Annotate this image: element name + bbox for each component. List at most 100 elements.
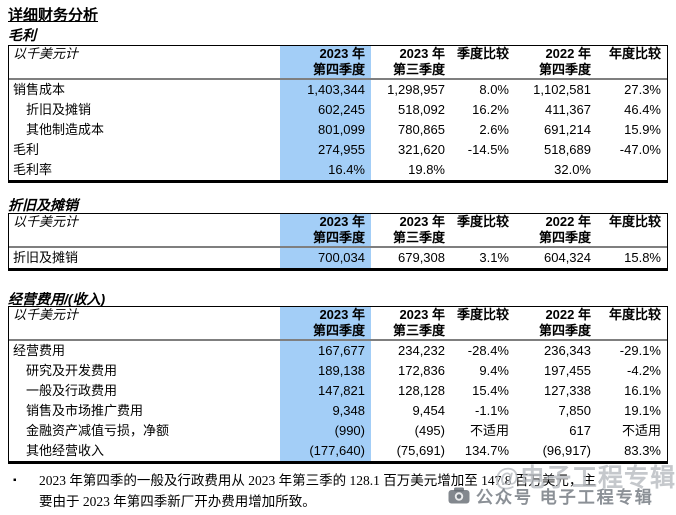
cell-value: 236,343 <box>544 343 591 358</box>
cell-value: 604,324 <box>544 250 591 265</box>
column-header: 年度比较 <box>608 307 661 322</box>
cell-value: 128,128 <box>398 383 445 398</box>
cell-value: 518,689 <box>544 142 591 157</box>
cell-value: 8.0% <box>479 82 509 97</box>
cell-value: 189,138 <box>280 361 371 381</box>
cell-value: 602,245 <box>280 100 371 120</box>
cell-value: 234,232 <box>398 343 445 358</box>
table-header-row: 以千美元计 2023 年 第四季度 2023 年 第三季度 季度比较 2022 年 第四… <box>9 46 667 80</box>
cell-value: 134.7% <box>464 443 509 458</box>
footnote-line: 2023 年第四季的一般及行政费用从 2023 年第三季的 128.1 百万美元… <box>39 473 596 488</box>
cell-value: 9,454 <box>412 403 445 418</box>
footnote-text: 2023 年第四季的一般及行政费用从 2023 年第三季的 128.1 百万美元… <box>39 470 596 512</box>
table-row: 一般及行政费用 147,821 128,128 15.4% 127,338 16.1% <box>9 381 667 401</box>
cell-value: 9.4% <box>479 363 509 378</box>
cell-value: 700,034 <box>280 248 371 268</box>
row-label: 销售成本 <box>13 82 66 97</box>
cell-value: 32.0% <box>554 162 591 177</box>
cell-value: 46.4% <box>624 102 661 117</box>
section-title-gross-margin: 毛利 <box>8 27 36 43</box>
cell-value: 16.4% <box>280 160 371 180</box>
column-header: 2023 年 第三季度 <box>392 46 445 77</box>
row-label: 折旧及摊销 <box>13 250 79 265</box>
cell-value: 274,955 <box>280 140 371 160</box>
cell-value: -14.5% <box>467 142 509 157</box>
cell-value: 19.1% <box>624 403 661 418</box>
cell-value: 15.9% <box>624 122 661 137</box>
cell-value: 780,865 <box>398 122 445 137</box>
cell-value: 172,836 <box>398 363 445 378</box>
cell-value: 197,455 <box>544 363 591 378</box>
cell-value: -1.1% <box>475 403 509 418</box>
column-header: 2023 年 第三季度 <box>392 214 445 245</box>
table-row: 经营费用 167,677 234,232 -28.4% 236,343 -29.1% <box>9 341 667 361</box>
section-title-operating-expenses: 经营费用/(收入) <box>8 291 106 307</box>
row-label: 毛利 <box>13 142 40 157</box>
cell-value <box>451 160 515 180</box>
row-label: 一般及行政费用 <box>26 383 118 398</box>
cell-value: (177,640) <box>280 441 371 461</box>
row-label: 金融资产减值亏损，净额 <box>26 423 170 438</box>
cell-value: 2.6% <box>479 122 509 137</box>
table-row: 折旧及摊销 700,034 679,308 3.1% 604,324 15.8% <box>9 248 667 268</box>
table-row: 销售成本 1,403,344 1,298,957 8.0% 1,102,581 27.3% <box>9 80 667 100</box>
cell-value: 不适用 <box>469 423 509 438</box>
table-row: 研究及开发费用 189,138 172,836 9.4% 197,455 -4.2% <box>9 361 667 381</box>
cell-value: 3.1% <box>479 250 509 265</box>
cell-value: 16.2% <box>472 102 509 117</box>
table-row: 毛利 274,955 321,620 -14.5% 518,689 -47.0% <box>9 140 667 160</box>
cell-value: 9,348 <box>280 401 371 421</box>
cell-value: 1,102,581 <box>533 82 591 97</box>
cell-value: (495) <box>414 423 445 438</box>
cell-value: 679,308 <box>398 250 445 265</box>
column-header: 季度比较 <box>456 46 509 61</box>
cell-value: 不适用 <box>621 423 661 438</box>
table-header-row: 以千美元计 2023 年 第四季度 2023 年 第三季度 季度比较 2022 年 第四… <box>9 307 667 341</box>
row-label: 折旧及摊销 <box>26 102 92 117</box>
cell-value <box>597 160 667 180</box>
column-header: 年度比较 <box>608 46 661 61</box>
cell-value: 15.8% <box>624 250 661 265</box>
cell-value: -4.2% <box>627 363 661 378</box>
column-header: 2022 年 第四季度 <box>538 307 591 338</box>
table-row: 毛利率 16.4% 19.8% 32.0% <box>9 160 667 180</box>
table-header-row: 以千美元计 2023 年 第四季度 2023 年 第三季度 季度比较 2022 年 第四… <box>9 214 667 248</box>
column-header: 季度比较 <box>456 307 509 322</box>
bullet-icon: ▪ <box>13 475 17 486</box>
footnote-line: 要由于 2023 年第四季新厂开办费用增加所致。 <box>39 494 316 509</box>
unit-label: 以千美元计 <box>13 46 79 61</box>
cell-value: 518,092 <box>398 102 445 117</box>
row-label: 研究及开发费用 <box>26 363 118 378</box>
cell-value: (990) <box>280 421 371 441</box>
table-row: 销售及市场推广费用 9,348 9,454 -1.1% 7,850 19.1% <box>9 401 667 421</box>
row-label: 其他制造成本 <box>26 122 105 137</box>
unit-label: 以千美元计 <box>13 307 79 322</box>
cell-value: 801,099 <box>280 120 371 140</box>
row-label: 毛利率 <box>13 162 53 177</box>
cell-value: 147,821 <box>280 381 371 401</box>
cell-value: (75,691) <box>396 443 445 458</box>
table-row: 折旧及摊销 602,245 518,092 16.2% 411,367 46.4% <box>9 100 667 120</box>
footnote: ▪ 2023 年第四季的一般及行政费用从 2023 年第三季的 128.1 百万… <box>13 470 668 512</box>
cell-value: 167,677 <box>280 341 371 361</box>
cell-value: -29.1% <box>619 343 661 358</box>
operating-expenses-table: 以千美元计 2023 年 第四季度 2023 年 第三季度 季度比较 2022 年 第四… <box>8 306 668 464</box>
table-row: 其他制造成本 801,099 780,865 2.6% 691,214 15.9% <box>9 120 667 140</box>
cell-value: -28.4% <box>467 343 509 358</box>
cell-value: 7,850 <box>558 403 591 418</box>
table-row: 金融资产减值亏损，净额 (990) (495) 不适用 617 不适用 <box>9 421 667 441</box>
depreciation-table: 以千美元计 2023 年 第四季度 2023 年 第三季度 季度比较 2022 年 第四… <box>8 213 668 271</box>
column-header: 2022 年 第四季度 <box>538 214 591 245</box>
column-header: 2023 年 第四季度 <box>280 307 371 339</box>
cell-value: 27.3% <box>624 82 661 97</box>
column-header: 2023 年 第三季度 <box>392 307 445 338</box>
column-header: 2022 年 第四季度 <box>538 46 591 77</box>
cell-value: 1,403,344 <box>280 80 371 100</box>
section-title-depreciation: 折旧及摊销 <box>8 197 78 213</box>
cell-value: 16.1% <box>624 383 661 398</box>
cell-value: 15.4% <box>472 383 509 398</box>
column-header: 2023 年 第四季度 <box>280 214 371 246</box>
cell-value: 1,298,957 <box>387 82 445 97</box>
cell-value: 127,338 <box>544 383 591 398</box>
